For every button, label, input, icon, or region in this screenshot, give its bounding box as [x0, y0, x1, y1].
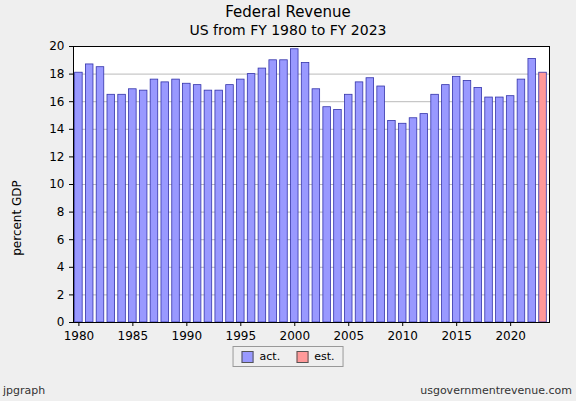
- html-text:Federal Revenue: Federal Revenue: [225, 3, 351, 21]
- svg-text:0: 0: [57, 315, 65, 329]
- svg-text:2015: 2015: [441, 329, 472, 343]
- svg-text:20: 20: [49, 40, 64, 53]
- svg-text:14: 14: [49, 122, 64, 136]
- svg-text:6: 6: [57, 233, 65, 247]
- svg-text:2010: 2010: [387, 329, 418, 343]
- svg-text:1995: 1995: [226, 329, 257, 343]
- svg-text:16: 16: [49, 95, 64, 109]
- svg-text:12: 12: [49, 150, 64, 164]
- svg-text:4: 4: [57, 260, 65, 274]
- svg-text:1980: 1980: [64, 329, 95, 343]
- html-text:jpgraph: jpgraph: [3, 384, 46, 397]
- svg-text:1990: 1990: [172, 329, 203, 343]
- svg-text:2005: 2005: [333, 329, 364, 343]
- svg-text:8: 8: [57, 205, 65, 219]
- html-text:act.: act.: [259, 350, 281, 363]
- svg-text:10: 10: [49, 177, 64, 191]
- svg-text:2020: 2020: [495, 329, 526, 343]
- svg-text:18: 18: [49, 67, 64, 81]
- html-text:est.: est.: [314, 350, 335, 363]
- html-text:percent GDP: percent GDP: [10, 180, 24, 256]
- html-text:US from FY 1980 to FY 2023: US from FY 1980 to FY 2023: [189, 22, 387, 38]
- svg-text:1985: 1985: [118, 329, 149, 343]
- svg-text:2: 2: [57, 288, 65, 302]
- html-text:usgovernmentrevenue.com: usgovernmentrevenue.com: [420, 384, 572, 397]
- svg-text:2000: 2000: [279, 329, 310, 343]
